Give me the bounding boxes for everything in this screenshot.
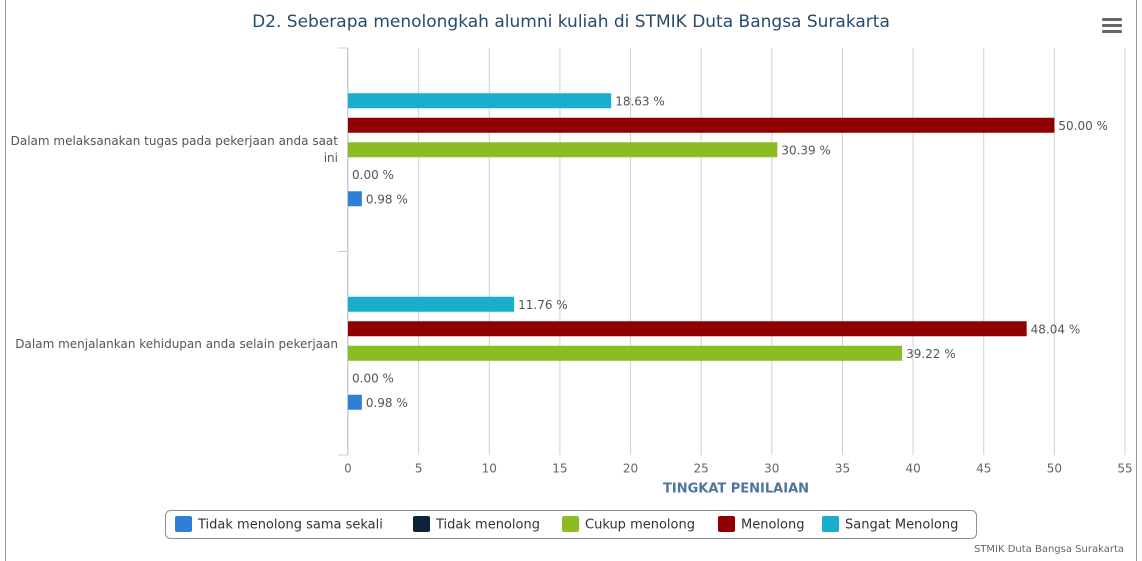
data-label: 30.39 % [781,143,831,157]
bar [348,321,1027,337]
bar [348,296,515,312]
x-tick-label: 50 [1047,462,1062,476]
x-tick-label: 45 [976,462,991,476]
bar [348,142,778,158]
chart-title: D2. Seberapa menolongkah alumni kuliah d… [252,12,890,32]
bar [348,93,612,109]
category-label: Dalam melaksanakan tugas pada pekerjaan … [10,133,338,165]
x-tick-label: 20 [623,462,638,476]
x-tick-label: 10 [482,462,497,476]
data-label: 18.63 % [615,94,665,108]
bar [348,117,1055,133]
legend-label: Cukup menolong [585,518,695,533]
legend-label: Menolong [741,518,804,533]
menu-button[interactable] [1102,18,1122,33]
data-label: 39.22 % [906,347,956,361]
bar [348,394,362,410]
x-tick-label: 5 [415,462,423,476]
x-tick-label: 35 [835,462,850,476]
data-label: 50.00 % [1058,119,1108,133]
bar [348,345,903,361]
x-tick-label: 55 [1117,462,1132,476]
category-label: Dalam menjalankan kehidupan anda selain … [15,337,338,352]
legend-label: Tidak menolong [435,518,540,533]
data-label: 0.98 % [366,396,408,410]
data-label: 11.76 % [518,298,568,312]
legend-label: Sangat Menolong [845,518,958,533]
x-tick-label: 30 [764,462,779,476]
x-tick-label: 40 [905,462,920,476]
legend-swatch [822,516,839,532]
credits: STMIK Duta Bangsa Surakarta [974,544,1124,555]
legend-swatch [718,516,735,532]
data-label: 0.00 % [352,371,394,385]
x-tick-label: 0 [344,462,352,476]
legend-swatch [413,516,430,532]
legend-label: Tidak menolong sama sekali [197,518,383,533]
x-axis-title: TINGKAT PENILAIAN [663,482,809,497]
x-tick-label: 15 [552,462,567,476]
bar [348,191,362,207]
data-label: 0.00 % [352,168,394,182]
legend-swatch [175,516,192,532]
data-label: 48.04 % [1031,322,1081,336]
legend-swatch [562,516,579,532]
x-tick-label: 25 [694,462,709,476]
data-label: 0.98 % [366,192,408,206]
